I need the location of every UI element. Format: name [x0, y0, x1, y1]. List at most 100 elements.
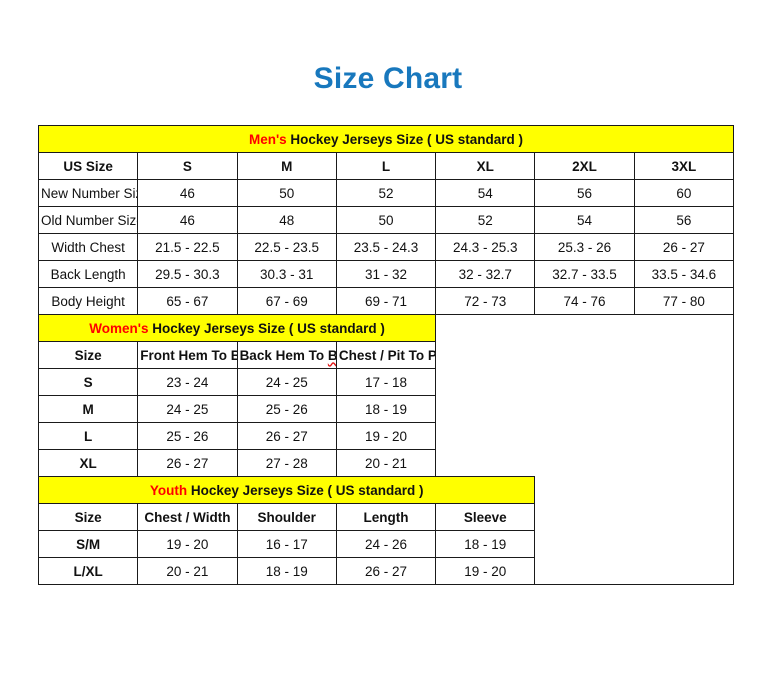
cell-men-s-old-number-size-3xl: 56	[633, 206, 735, 234]
row-label-men-s-new-number-size: New Number Size	[37, 179, 139, 207]
cell-men-s-width-chest-l: 23.5 - 24.3	[335, 233, 437, 261]
section-banner-text-men-s: Hockey Jerseys Size ( US standard )	[286, 131, 524, 147]
row-label-men-s-old-number-size: Old Number Size	[37, 206, 139, 234]
column-header-youth-sleeve: Sleeve	[435, 503, 536, 531]
row-label-men-s-body-height: Body Height	[37, 287, 139, 315]
cell-men-s-width-chest-s: 21.5 - 22.5	[137, 233, 238, 261]
cell-men-s-old-number-size-s: 46	[137, 206, 238, 234]
cell-men-s-old-number-size-l: 50	[335, 206, 437, 234]
cell-women-s-s-chest-pit-to-pit: 17 - 18	[335, 368, 437, 396]
section-banner-accent-youth: Youth	[149, 482, 188, 498]
section-banner-women-s: Women's Hockey Jerseys Size ( US standar…	[37, 314, 437, 342]
table-row: M 24 - 25 25 - 26 18 - 19	[37, 395, 734, 423]
table-row: Body Height 65 - 67 67 - 69 69 - 71 72 - 73 7…	[37, 287, 735, 315]
row-label-women-s-xl: XL	[37, 449, 139, 477]
column-header-men-s-l: L	[335, 152, 437, 180]
column-header-youth-size: Size	[37, 503, 139, 531]
cell-men-s-old-number-size-m: 48	[236, 206, 337, 234]
column-header-youth-shoulder: Shoulder	[236, 503, 337, 531]
row-label-women-s-l: L	[37, 422, 139, 450]
table-row: L 25 - 26 26 - 27 19 - 20	[37, 422, 734, 450]
cell-men-s-new-number-size-xl: 54	[435, 179, 536, 207]
column-header-men-s-m: M	[236, 152, 337, 180]
table-row: L/XL 20 - 21 18 - 19 26 - 27 19 - 20	[37, 557, 734, 585]
column-header-row-men-s: US Size S M L XL 2XL 3XL	[37, 152, 735, 180]
table-row: New Number Size465052545660	[37, 179, 735, 207]
column-header-men-s-2xl: 2XL	[534, 152, 635, 180]
section-banner-text-youth: Hockey Jerseys Size ( US standard )	[187, 482, 424, 498]
section-banner-youth: Youth Hockey Jerseys Size ( US standard …	[37, 476, 536, 504]
table-row: XL 26 - 27 27 - 28 20 - 21	[37, 449, 734, 477]
cell-men-s-body-height-s: 65 - 67	[137, 287, 238, 315]
cell-youth-s-m-shoulder: 16 - 17	[236, 530, 337, 558]
column-header-women-s-front-hem-to-bottom: Front Hem To Bottom	[137, 341, 238, 369]
cell-youth-s-m-length: 24 - 26	[335, 530, 437, 558]
row-label-men-s-width-chest: Width Chest	[37, 233, 139, 261]
section-banner-row-men-s: Men's Hockey Jerseys Size ( US standard …	[38, 125, 734, 153]
cell-men-s-new-number-size-3xl: 60	[633, 179, 735, 207]
row-label-youth-l-xl: L/XL	[37, 557, 139, 585]
column-header-men-s-xl: XL	[435, 152, 536, 180]
cell-men-s-new-number-size-s: 46	[137, 179, 238, 207]
cell-men-s-width-chest-xl: 24.3 - 25.3	[435, 233, 536, 261]
cell-women-s-s-back-hem-to-boottom: 24 - 25	[236, 368, 337, 396]
row-label-men-s-back-length: Back Length	[37, 260, 139, 288]
cell-youth-l-xl-sleeve: 19 - 20	[435, 557, 536, 585]
cell-women-s-m-chest-pit-to-pit: 18 - 19	[335, 395, 437, 423]
cell-women-s-s-front-hem-to-bottom: 23 - 24	[137, 368, 238, 396]
cell-women-s-l-back-hem-to-boottom: 26 - 27	[236, 422, 337, 450]
cell-youth-s-m-sleeve: 18 - 19	[435, 530, 536, 558]
cell-men-s-body-height-3xl: 77 - 80	[633, 287, 735, 315]
column-header-men-s-us-size: US Size	[37, 152, 139, 180]
cell-men-s-width-chest-3xl: 26 - 27	[633, 233, 735, 261]
section-banner-accent-women-s: Women's	[89, 320, 149, 336]
row-label-women-s-m: M	[37, 395, 139, 423]
size-chart-table-body: Men's Hockey Jerseys Size ( US standard …	[37, 125, 735, 585]
section-banner-accent-men-s: Men's	[248, 131, 287, 147]
cell-men-s-back-length-2xl: 32.7 - 33.5	[534, 260, 635, 288]
cell-women-s-xl-front-hem-to-bottom: 26 - 27	[137, 449, 238, 477]
cell-men-s-new-number-size-2xl: 56	[534, 179, 635, 207]
cell-youth-l-xl-shoulder: 18 - 19	[236, 557, 337, 585]
cell-women-s-xl-chest-pit-to-pit: 20 - 21	[335, 449, 437, 477]
cell-youth-l-xl-chest-width: 20 - 21	[137, 557, 238, 585]
cell-men-s-body-height-l: 69 - 71	[335, 287, 437, 315]
column-header-men-s-s: S	[137, 152, 238, 180]
cell-youth-l-xl-length: 26 - 27	[335, 557, 437, 585]
column-header-women-s-chest-pit-to-pit: Chest / Pit To Pit	[335, 341, 437, 369]
table-row: Width Chest 21.5 - 22.5 22.5 - 23.5 23.5 - …	[37, 233, 735, 261]
cell-women-s-l-front-hem-to-bottom: 25 - 26	[137, 422, 238, 450]
page-title: Size Chart	[313, 62, 463, 95]
table-row: S/M 19 - 20 16 - 17 24 - 26 18 - 19	[37, 530, 734, 558]
cell-men-s-back-length-s: 29.5 - 30.3	[137, 260, 238, 288]
cell-men-s-width-chest-2xl: 25.3 - 26	[534, 233, 635, 261]
table-row: S 23 - 24 24 - 25 17 - 18	[37, 368, 734, 396]
cell-men-s-body-height-xl: 72 - 73	[435, 287, 536, 315]
section-banner-men-s: Men's Hockey Jerseys Size ( US standard …	[38, 125, 734, 153]
row-label-women-s-s: S	[37, 368, 139, 396]
table-row: Old Number Size 46 48 50 52 54 56	[37, 206, 735, 234]
cell-women-s-xl-back-hem-to-boottom: 27 - 28	[236, 449, 337, 477]
cell-men-s-body-height-m: 67 - 69	[236, 287, 337, 315]
row-label-youth-s-m: S/M	[37, 530, 139, 558]
cell-men-s-back-length-m: 30.3 - 31	[236, 260, 337, 288]
cell-men-s-old-number-size-2xl: 54	[534, 206, 635, 234]
table-row: Back Length 29.5 - 30.3 30.3 - 31 31 - 32 32…	[37, 260, 735, 288]
cell-men-s-new-number-size-m: 50	[236, 179, 337, 207]
cell-women-s-l-chest-pit-to-pit: 19 - 20	[335, 422, 437, 450]
section-banner-row-youth: Youth Hockey Jerseys Size ( US standard …	[37, 476, 734, 504]
misspelled-word: Boottom	[328, 348, 335, 363]
column-header-youth-length: Length	[335, 503, 437, 531]
column-header-women-s-size: Size	[37, 341, 139, 369]
section-banner-text-women-s: Hockey Jerseys Size ( US standard )	[148, 320, 385, 336]
cell-men-s-back-length-xl: 32 - 32.7	[435, 260, 536, 288]
size-chart-table: Men's Hockey Jerseys Size ( US standard …	[37, 125, 735, 585]
cell-men-s-old-number-size-xl: 52	[435, 206, 536, 234]
cell-men-s-width-chest-m: 22.5 - 23.5	[236, 233, 337, 261]
cell-men-s-back-length-l: 31 - 32	[335, 260, 437, 288]
cell-women-s-m-back-hem-to-boottom: 25 - 26	[236, 395, 337, 423]
cell-men-s-back-length-3xl: 33.5 - 34.6	[633, 260, 735, 288]
column-header-row-youth: Size Chest / Width Shoulder Length Sleeve	[37, 503, 734, 531]
cell-men-s-new-number-size-l: 52	[335, 179, 437, 207]
